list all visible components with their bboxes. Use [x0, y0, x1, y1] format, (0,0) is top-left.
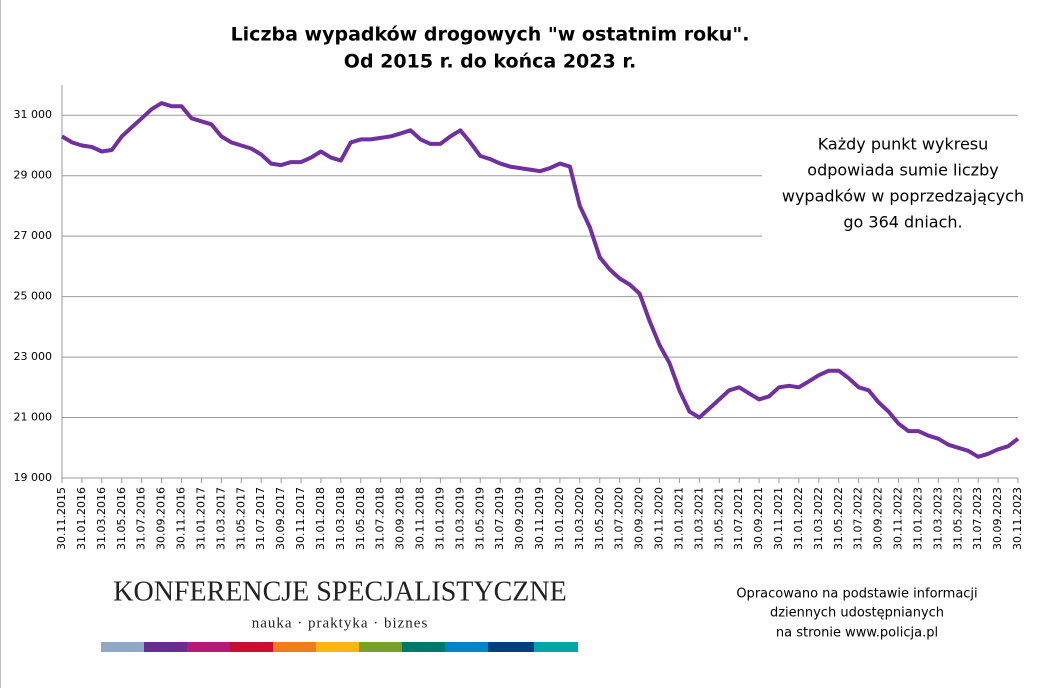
x-tick-label: 31.05.2021 [712, 487, 725, 550]
x-tick-label: 30.11.2019 [533, 487, 546, 550]
x-tick-label: 30.09.2023 [991, 487, 1004, 550]
x-tick-label: 30.09.2019 [513, 487, 526, 550]
source: na stronie www.policja.pl [776, 626, 938, 641]
x-tick-label: 31.01.2022 [792, 487, 805, 550]
x-tick-label: 30.11.2022 [892, 487, 905, 550]
x-tick-label: 30.11.2017 [294, 487, 307, 550]
x-tick-label: 30.09.2020 [633, 487, 646, 550]
x-tick-label: 30.11.2023 [1011, 487, 1024, 550]
plot: 19 000 21 000 23 000 25 000 27 000 29 000 31 0… [14, 85, 1024, 550]
y-tick-label: 21 000 [14, 411, 53, 424]
x-tick-label: 31.05.2023 [951, 487, 964, 550]
x-tick-label: 30.11.2021 [772, 487, 785, 550]
x-tick-label: 31.01.2016 [75, 487, 88, 550]
x-tick-label: 31.01.2017 [194, 487, 207, 550]
annotation: odpowiada sumie liczby [807, 161, 998, 180]
x-tick-label: 31.07.2017 [254, 487, 267, 550]
logo-tagline: nauka · praktyka · biznes [252, 615, 429, 631]
x-tick-label: 31.03.2017 [214, 487, 227, 550]
x-tick-label: 31.05.2017 [234, 487, 247, 550]
y-tick-label: 29 000 [14, 169, 53, 182]
y-tick-label: 19 000 [14, 471, 53, 484]
annotation: Każdy punkt wykresu [818, 135, 989, 154]
y-tick-label: 23 000 [14, 350, 53, 363]
data-line [60, 101, 1020, 459]
x-tick-label: 31.07.2022 [852, 487, 865, 550]
x-tick-label: 31.01.2019 [433, 487, 446, 550]
x-tick-label: 31.05.2018 [354, 487, 367, 550]
annotation: wypadków w poprzedzających [782, 187, 1024, 206]
source: Opracowano na podstawie informacji [736, 587, 977, 602]
x-tick-label: 30.09.2016 [155, 487, 168, 550]
x-tick-label: 31.01.2018 [314, 487, 327, 550]
x-tick-label: 31.03.2021 [692, 487, 705, 550]
x-tick-label: 31.07.2016 [135, 487, 148, 550]
logo-bar [101, 642, 578, 652]
x-tick-label: 31.01.2021 [672, 487, 685, 550]
x-tick-label: 30.11.2018 [414, 487, 427, 550]
x-tick-label: 30.11.2016 [175, 487, 188, 550]
chart-subtitle: Od 2015 r. do końca 2023 r. [344, 51, 636, 73]
y-tick-label: 25 000 [14, 290, 53, 303]
annotation: go 364 dniach. [843, 213, 962, 232]
x-tick-label: 31.03.2023 [931, 487, 944, 550]
x-tick-label: 30.09.2022 [872, 487, 885, 550]
y-tick-label: 31 000 [14, 108, 53, 121]
x-tick-label: 31.07.2019 [493, 487, 506, 550]
x-tick-label: 31.05.2016 [115, 487, 128, 550]
source: dziennych udostępnianych [770, 606, 944, 621]
x-tick-label: 31.07.2018 [374, 487, 387, 550]
x-tick-label: 30.11.2015 [55, 487, 68, 550]
x-tick-label: 30.09.2021 [752, 487, 765, 550]
x-tick-label: 31.01.2023 [911, 487, 924, 550]
x-tick-label: 31.03.2019 [453, 487, 466, 550]
x-tick-label: 30.11.2020 [653, 487, 666, 550]
x-tick-label: 31.05.2020 [593, 487, 606, 550]
x-tick-label: 31.03.2022 [812, 487, 825, 550]
annotation-bg [762, 125, 1042, 240]
x-tick-label: 31.03.2020 [573, 487, 586, 550]
x-tick-label: 31.03.2018 [334, 487, 347, 550]
x-tick-label: 31.05.2022 [832, 487, 845, 550]
x-tick-label: 30.09.2018 [394, 487, 407, 550]
x-tick-label: 31.01.2020 [553, 487, 566, 550]
y-tick-label: 27 000 [14, 229, 53, 242]
x-tick-label: 31.03.2016 [95, 487, 108, 550]
logo-name: KONFERENCJE SPECJALISTYCZNE [113, 576, 566, 607]
x-tick-label: 31.05.2019 [473, 487, 486, 550]
x-tick-label: 31.07.2023 [971, 487, 984, 550]
x-tick-label: 30.09.2017 [274, 487, 287, 550]
x-tick-label: 31.07.2021 [732, 487, 745, 550]
chart-title: Liczba wypadków drogowych "w ostatnim ro… [231, 24, 750, 46]
x-tick-label: 31.07.2020 [613, 487, 626, 550]
